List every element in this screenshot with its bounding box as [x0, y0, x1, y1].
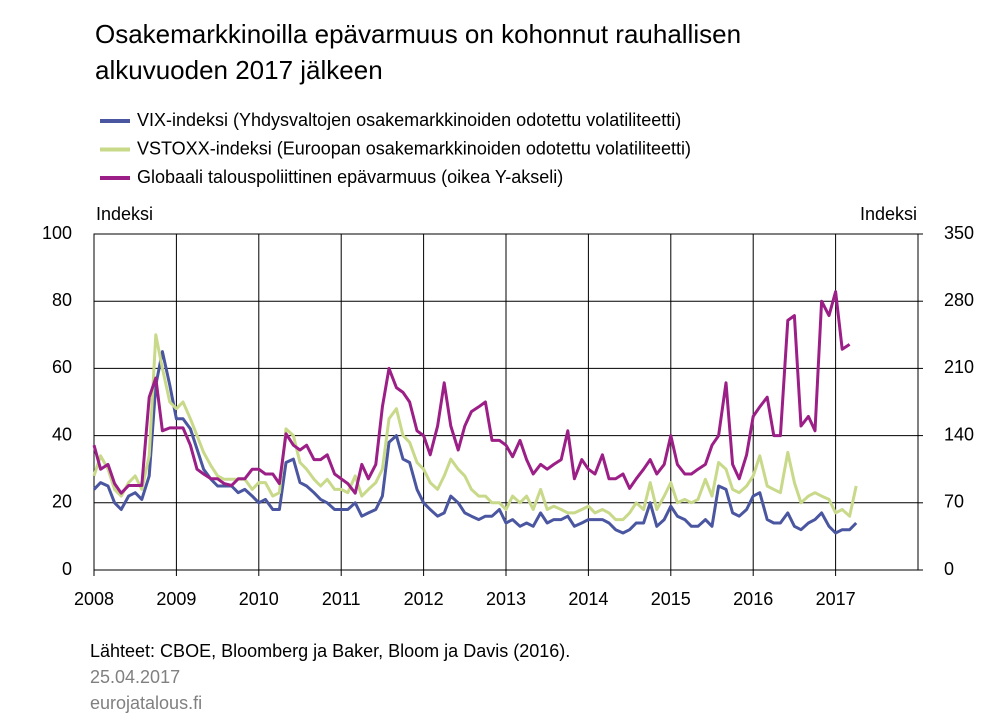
- x-tick-label: 2011: [322, 589, 361, 609]
- chart-title: alkuvuoden 2017 jälkeen: [95, 55, 383, 85]
- y-tick-label: 0: [62, 559, 72, 579]
- x-tick-label: 2014: [568, 589, 608, 609]
- series-line: [92, 290, 851, 495]
- legend-label: Globaali talouspoliittinen epävarmuus (o…: [137, 167, 563, 187]
- legend-label: VSTOXX-indeksi (Euroopan osakemarkkinoid…: [137, 138, 691, 158]
- publisher: eurojatalous.fi: [90, 693, 202, 713]
- y-axis-label: Indeksi: [96, 204, 153, 224]
- y-tick-label: 40: [52, 424, 72, 444]
- date: 25.04.2017: [90, 667, 180, 687]
- y-tick-label: 60: [52, 357, 72, 377]
- y-tick-label: 80: [52, 290, 72, 310]
- source: Lähteet: CBOE, Bloomberg ja Baker, Bloom…: [90, 641, 570, 661]
- y2-tick-label: 70: [944, 492, 964, 512]
- y2-axis-label: Indeksi: [860, 204, 917, 224]
- x-tick-label: 2008: [74, 589, 114, 609]
- x-tick-label: 2017: [816, 589, 856, 609]
- y2-tick-label: 280: [944, 290, 974, 310]
- y-tick-label: 100: [42, 223, 72, 243]
- legend-label: VIX-indeksi (Yhdysvaltojen osakemarkkino…: [137, 110, 681, 130]
- y2-tick-label: 140: [944, 424, 974, 444]
- y2-tick-label: 350: [944, 223, 974, 243]
- chart-title: Osakemarkkinoilla epävarmuus on kohonnut…: [95, 19, 741, 49]
- y2-tick-label: 0: [944, 559, 954, 579]
- y2-tick-label: 210: [944, 357, 974, 377]
- y-tick-label: 20: [52, 492, 72, 512]
- x-tick-label: 2016: [733, 589, 773, 609]
- series-line: [92, 350, 858, 535]
- x-tick-label: 2009: [156, 589, 196, 609]
- x-tick-label: 2010: [239, 589, 279, 609]
- x-tick-label: 2015: [651, 589, 691, 609]
- x-tick-label: 2012: [404, 589, 444, 609]
- plot-frame: [93, 233, 919, 571]
- x-tick-label: 2013: [486, 589, 526, 609]
- series-line: [92, 333, 858, 522]
